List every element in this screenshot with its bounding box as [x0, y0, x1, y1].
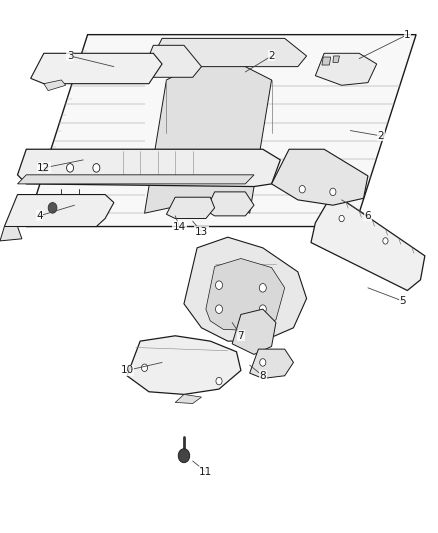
Text: 11: 11 [199, 467, 212, 477]
Text: 4: 4 [36, 211, 43, 221]
Circle shape [85, 64, 91, 72]
Text: 10: 10 [120, 366, 134, 375]
Polygon shape [18, 175, 254, 184]
Polygon shape [175, 394, 201, 403]
Circle shape [215, 305, 223, 313]
Circle shape [40, 164, 47, 172]
Circle shape [299, 185, 305, 193]
Polygon shape [26, 35, 416, 227]
Circle shape [141, 364, 148, 372]
Polygon shape [166, 197, 215, 219]
Polygon shape [333, 56, 339, 62]
Polygon shape [153, 38, 307, 67]
Text: 12: 12 [37, 163, 50, 173]
Polygon shape [184, 237, 307, 341]
Polygon shape [145, 45, 201, 77]
Polygon shape [206, 192, 254, 216]
Text: 6: 6 [364, 211, 371, 221]
Text: 2: 2 [268, 51, 275, 61]
Polygon shape [31, 53, 162, 84]
Circle shape [82, 61, 93, 75]
Text: 7: 7 [237, 331, 244, 341]
Polygon shape [127, 336, 241, 394]
Text: 2: 2 [378, 131, 385, 141]
Polygon shape [44, 80, 66, 91]
Circle shape [127, 63, 136, 74]
Circle shape [192, 206, 198, 214]
Polygon shape [149, 60, 155, 68]
Circle shape [216, 377, 222, 385]
Polygon shape [315, 53, 377, 85]
Text: 8: 8 [259, 371, 266, 381]
Circle shape [259, 284, 266, 292]
Polygon shape [18, 149, 280, 187]
Circle shape [174, 206, 180, 214]
Polygon shape [206, 259, 285, 330]
Polygon shape [250, 349, 293, 378]
Text: 1: 1 [404, 30, 411, 39]
Circle shape [215, 281, 223, 289]
Circle shape [93, 164, 100, 172]
Circle shape [238, 201, 244, 207]
Circle shape [67, 164, 74, 172]
Circle shape [48, 203, 57, 213]
Circle shape [383, 238, 388, 244]
Polygon shape [4, 195, 114, 227]
Circle shape [178, 449, 190, 463]
Circle shape [259, 305, 266, 313]
Circle shape [212, 201, 217, 207]
Polygon shape [272, 149, 368, 205]
Circle shape [339, 215, 344, 222]
Text: 13: 13 [195, 227, 208, 237]
Polygon shape [0, 227, 22, 241]
Polygon shape [232, 309, 276, 354]
Polygon shape [322, 57, 331, 65]
Text: 5: 5 [399, 296, 406, 306]
Circle shape [260, 359, 266, 366]
Text: 14: 14 [173, 222, 186, 231]
Polygon shape [311, 193, 425, 290]
Circle shape [330, 188, 336, 196]
Polygon shape [145, 53, 272, 213]
Text: 3: 3 [67, 51, 74, 61]
